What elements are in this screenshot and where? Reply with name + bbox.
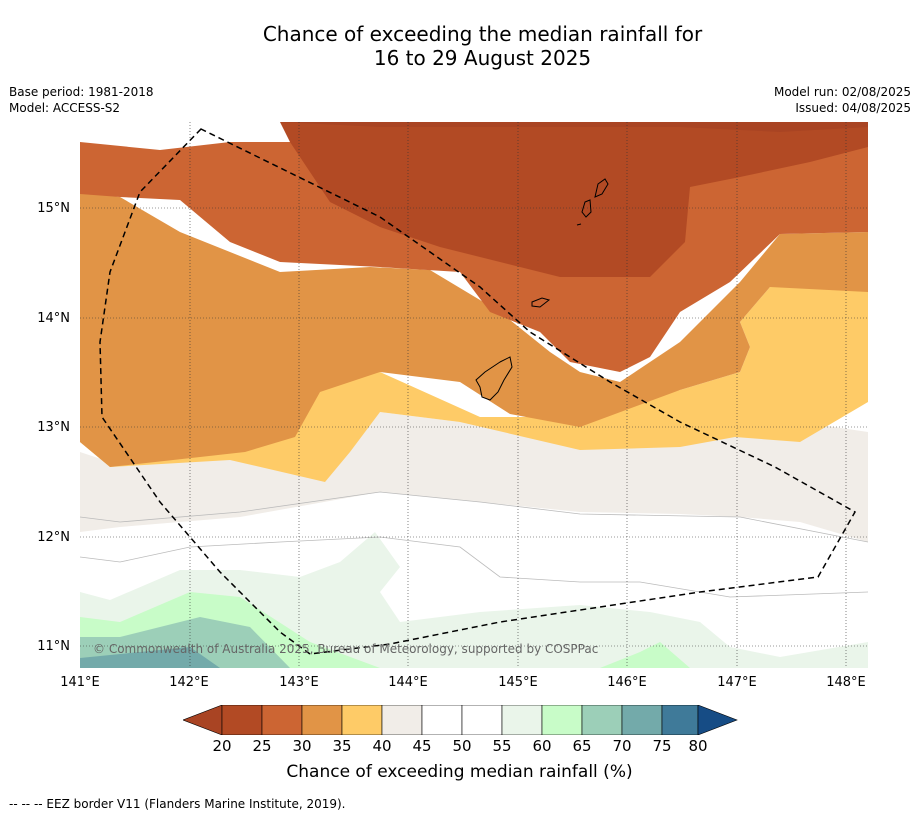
- contour-lines: [80, 491, 868, 598]
- base-period: Base period: 1981-2018: [9, 85, 154, 99]
- colorbar-tick: 45: [412, 737, 432, 755]
- colorbar-tick: 70: [612, 737, 632, 755]
- colorbar-seg-70-75: [621, 705, 663, 735]
- colorbar-tick: 40: [372, 737, 392, 755]
- islands: [475, 178, 609, 401]
- aguijan-islet: [576, 223, 582, 226]
- colorbar-seg-20-25: [221, 705, 263, 735]
- colorbar-tick: 55: [492, 737, 512, 755]
- lon-label-141e: 141°E: [60, 675, 100, 690]
- band-top-strip: [280, 122, 868, 132]
- colorbar-seg-45-50: [421, 705, 463, 735]
- map-svg: [80, 122, 868, 668]
- eez-border: [99, 128, 857, 655]
- meta-right: Model run: 02/08/2025 Issued: 04/08/2025: [774, 84, 911, 116]
- guam-island: [475, 356, 513, 401]
- lat-label-13n: 13°N: [37, 420, 70, 435]
- lon-label-142e: 142°E: [169, 675, 209, 690]
- band-30-35: [80, 192, 868, 467]
- colorbar-seg-25-30: [261, 705, 303, 735]
- eez-footnote: -- -- -- EEZ border V11 (Flanders Marine…: [9, 797, 346, 811]
- colorbar-seg-30-35: [301, 705, 343, 735]
- colorbar-extend-low: [183, 705, 223, 735]
- lat-label-12n: 12°N: [37, 530, 70, 545]
- lat-label-15n: 15°N: [37, 201, 70, 216]
- map-area: [80, 122, 868, 668]
- copyright-notice: © Commonwealth of Australia 2025, Bureau…: [93, 642, 599, 656]
- colorbar-title: Chance of exceeding median rainfall (%): [286, 762, 633, 782]
- rota-island: [531, 297, 551, 308]
- colorbar-seg-35-40: [341, 705, 383, 735]
- gridlines: [80, 122, 868, 668]
- colorbar-tick: 60: [532, 737, 552, 755]
- model-name: Model: ACCESS-S2: [9, 101, 121, 115]
- title-line-2: 16 to 29 August 2025: [373, 46, 592, 70]
- lon-label-145e: 145°E: [498, 675, 538, 690]
- colorbar-seg-50-55: [461, 705, 503, 735]
- colorbar-tick: 65: [572, 737, 592, 755]
- colorbar-seg-75-80: [661, 705, 699, 735]
- issued-date: Issued: 04/08/2025: [795, 101, 911, 115]
- colorbar-tick: 25: [252, 737, 272, 755]
- colorbar-tick: 50: [452, 737, 472, 755]
- colorbar-extend-high: [697, 705, 738, 735]
- lon-label-144e: 144°E: [388, 675, 428, 690]
- lon-label-148e: 148°E: [826, 675, 866, 690]
- colorbar-tick: 35: [332, 737, 352, 755]
- colorbar: [183, 705, 738, 735]
- colorbar-seg-65-70: [581, 705, 623, 735]
- colorbar-tick: 20: [212, 737, 232, 755]
- colorbar-tick: 80: [688, 737, 708, 755]
- model-run: Model run: 02/08/2025: [773, 85, 911, 99]
- lat-label-14n: 14°N: [37, 311, 70, 326]
- band-70-75: [80, 647, 220, 668]
- colorbar-tick: 30: [292, 737, 312, 755]
- colorbar-seg-55-60: [501, 705, 543, 735]
- title-line-1: Chance of exceeding the median rainfall …: [262, 22, 703, 46]
- band-20-25: [280, 122, 868, 277]
- colorbar-tick: 75: [652, 737, 672, 755]
- map-title: Chance of exceeding the median rainfall …: [0, 22, 919, 70]
- tinian-island: [581, 199, 592, 218]
- meta-left: Base period: 1981-2018 Model: ACCESS-S2: [9, 84, 154, 116]
- lat-label-11n: 11°N: [37, 639, 70, 654]
- saipan-island: [594, 178, 609, 198]
- colorbar-seg-40-45: [381, 705, 423, 735]
- lon-label-146e: 146°E: [607, 675, 647, 690]
- lon-label-147e: 147°E: [717, 675, 757, 690]
- colorbar-seg-60-65: [541, 705, 583, 735]
- lon-label-143e: 143°E: [279, 675, 319, 690]
